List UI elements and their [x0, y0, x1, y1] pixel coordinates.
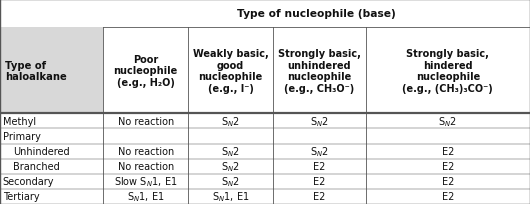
Text: S$_N$2: S$_N$2: [221, 175, 240, 188]
Text: Branched: Branched: [13, 161, 60, 171]
Text: E2: E2: [313, 192, 325, 202]
Text: S$_N$1, E1: S$_N$1, E1: [127, 190, 164, 203]
Text: Poor
nucleophile
(e.g., H₂O): Poor nucleophile (e.g., H₂O): [113, 54, 178, 88]
Text: S$_N$2: S$_N$2: [221, 114, 240, 128]
Text: Secondary: Secondary: [3, 176, 54, 186]
Bar: [0, 114, 530, 204]
Text: No reaction: No reaction: [118, 116, 174, 126]
Text: Unhindered: Unhindered: [13, 146, 70, 156]
Bar: [103, 28, 530, 114]
Text: Methyl: Methyl: [3, 116, 36, 126]
Text: Type of nucleophile (base): Type of nucleophile (base): [237, 9, 396, 19]
Text: S$_N$2: S$_N$2: [221, 145, 240, 158]
Text: Slow S$_N$1, E1: Slow S$_N$1, E1: [114, 175, 178, 188]
Text: Primary: Primary: [3, 131, 40, 141]
Text: No reaction: No reaction: [118, 161, 174, 171]
Text: Type of
haloalkane: Type of haloalkane: [5, 60, 67, 82]
Text: Strongly basic,
unhindered
nucleophile
(e.g., CH₃O⁻): Strongly basic, unhindered nucleophile (…: [278, 49, 361, 93]
Text: S$_N$2: S$_N$2: [310, 114, 329, 128]
Text: E2: E2: [441, 176, 454, 186]
Text: Strongly basic,
hindered
nucleophile
(e.g., (CH₃)₃CO⁻): Strongly basic, hindered nucleophile (e.…: [402, 49, 493, 93]
Text: S$_N$1, E1: S$_N$1, E1: [212, 190, 249, 203]
Text: No reaction: No reaction: [118, 146, 174, 156]
Text: S$_N$2: S$_N$2: [438, 114, 457, 128]
Text: E2: E2: [441, 192, 454, 202]
Text: Tertiary: Tertiary: [3, 192, 39, 202]
Text: E2: E2: [441, 161, 454, 171]
Text: E2: E2: [313, 161, 325, 171]
Text: S$_N$2: S$_N$2: [221, 160, 240, 173]
Text: Weakly basic,
good
nucleophile
(e.g., I⁻): Weakly basic, good nucleophile (e.g., I⁻…: [193, 49, 268, 93]
Text: E2: E2: [441, 146, 454, 156]
Text: E2: E2: [313, 176, 325, 186]
Text: S$_N$2: S$_N$2: [310, 145, 329, 158]
Bar: [0, 0, 530, 28]
